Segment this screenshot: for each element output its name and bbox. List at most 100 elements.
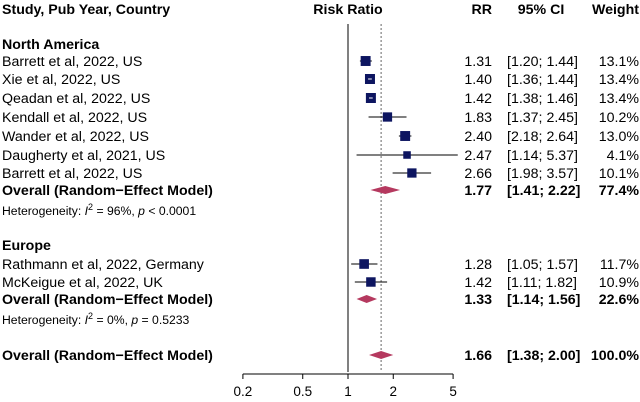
- weight-value: 13.1%: [599, 54, 640, 70]
- study-label: Kendall et al, 2022, US: [2, 110, 147, 126]
- overall-weight: 100.0%: [591, 348, 640, 364]
- header-risk-ratio: Risk Ratio: [313, 2, 383, 18]
- study-label: Qeadan et al, 2022, US: [2, 91, 150, 107]
- heterogeneity-symbol: I: [85, 204, 89, 218]
- header-weight: Weight: [592, 2, 639, 18]
- study-row: Daugherty et al, 2021, US 2.47 [1.14; 5.37…: [2, 148, 639, 164]
- study-label: Rathmann et al, 2022, Germany: [2, 257, 205, 273]
- rr-value: 1.83: [464, 110, 492, 126]
- rr-value: 2.40: [464, 129, 492, 145]
- heterogeneity-value: 0%: [107, 313, 125, 327]
- ci-value: [1.14; 5.37]: [507, 148, 578, 164]
- heterogeneity-symbol: ,: [125, 313, 132, 327]
- heterogeneity-text: Heterogeneity: I2 = 0%, p = 0.5233: [2, 311, 190, 327]
- study-row: Kendall et al, 2022, US 1.83 [1.37; 2.45] 1…: [2, 110, 639, 126]
- ci-value: [2.18; 2.64]: [507, 129, 578, 145]
- heterogeneity-symbol: p: [130, 313, 138, 327]
- study-label: McKeigue et al, 2022, UK: [2, 275, 163, 291]
- weight-value: 10.9%: [599, 275, 640, 291]
- heterogeneity-value: = 0.5233: [142, 313, 190, 327]
- overall-rr: 1.66: [464, 348, 492, 364]
- study-row: Barrett et al, 2022, US 2.66 [1.98; 3.57] 1…: [2, 166, 639, 182]
- study-label: Xie et al, 2022, US: [2, 72, 120, 88]
- overall-rr: 1.33: [464, 292, 492, 308]
- rr-value: 2.66: [464, 166, 492, 182]
- rr-value: 1.40: [464, 72, 492, 88]
- header-study: Study, Pub Year, Country: [2, 2, 170, 18]
- effect-square: [360, 56, 371, 66]
- pooled-diamond: [356, 295, 378, 303]
- tick-label: 0.5: [293, 384, 312, 399]
- study-label: Barrett et al, 2022, US: [2, 54, 142, 70]
- study-label: Wander et al, 2022, US: [2, 129, 149, 145]
- rr-value: 1.42: [464, 275, 492, 291]
- study-row: McKeigue et al, 2022, UK 1.42 [1.11; 1.82]…: [2, 275, 639, 291]
- ci-value: [1.38; 1.46]: [507, 91, 578, 107]
- rr-value: 1.42: [464, 91, 492, 107]
- heterogeneity-symbol: ,: [131, 204, 138, 218]
- pooled-diamond: [369, 351, 394, 359]
- overall-rr: 1.77: [464, 183, 492, 199]
- study-row: Rathmann et al, 2022, Germany 1.28 [1.05; …: [2, 257, 639, 273]
- reference-lines: [347, 24, 382, 372]
- weight-value: 13.0%: [599, 129, 640, 145]
- group-heading: Europe: [2, 238, 51, 254]
- pooled-diamond: [370, 186, 401, 194]
- overall-label: Overall (Random−Effect Model): [2, 183, 213, 199]
- overall-row: Overall (Random−Effect Model) 1.33 [1.14; …: [2, 292, 639, 308]
- tick-label: 5: [449, 384, 457, 399]
- column-headers: Study, Pub Year, Country Risk Ratio RR 9…: [2, 2, 639, 18]
- weight-value: 11.7%: [600, 257, 640, 273]
- effect-square: [359, 259, 369, 269]
- header-rr: RR: [472, 2, 493, 18]
- heterogeneity-symbol: =: [93, 204, 107, 218]
- heterogeneity-symbol: 2: [88, 202, 93, 212]
- ci-value: [1.05; 1.57]: [507, 257, 578, 273]
- overall-row: Overall (Random−Effect Model) 1.77 [1.41; …: [2, 183, 639, 199]
- ci-value: [1.20; 1.44]: [507, 54, 578, 70]
- study-row: Barrett et al, 2022, US 1.31 [1.20; 1.44] 1…: [2, 54, 639, 70]
- heterogeneity-symbol: I: [85, 313, 89, 327]
- study-label: Barrett et al, 2022, US: [2, 166, 142, 182]
- overall-label: Overall (Random−Effect Model): [2, 348, 213, 364]
- overall-weight: 22.6%: [599, 292, 640, 308]
- overall-ci: [1.41; 2.22]: [507, 183, 580, 199]
- header-ci: 95% CI: [518, 2, 565, 18]
- ci-value: [1.98; 3.57]: [507, 166, 578, 182]
- heterogeneity-value: Heterogeneity:: [2, 313, 85, 327]
- ci-value: [1.11; 1.82]: [507, 275, 577, 291]
- overall-ci: [1.38; 2.00]: [507, 348, 580, 364]
- tick-label: 1: [344, 384, 352, 399]
- rr-value: 1.28: [464, 257, 492, 273]
- heterogeneity-text: Heterogeneity: I2 = 96%, p < 0.0001: [2, 202, 196, 218]
- heterogeneity-symbol: 2: [88, 311, 93, 321]
- heterogeneity-symbol: p: [137, 204, 145, 218]
- rr-value: 1.31: [464, 54, 492, 70]
- overall-ci: [1.14; 1.56]: [507, 292, 580, 308]
- ci-value: [1.36; 1.44]: [507, 72, 578, 88]
- overall-weight: 77.4%: [599, 183, 640, 199]
- study-row: Xie et al, 2022, US 1.40 [1.36; 1.44] 13.4%: [2, 72, 639, 88]
- study-row: Qeadan et al, 2022, US 1.42 [1.38; 1.46] 13…: [2, 91, 639, 107]
- ci-value: [1.37; 2.45]: [507, 110, 578, 126]
- tick-label: 2: [390, 384, 398, 399]
- x-axis: 0.2 0.5 1 2 5: [234, 373, 457, 399]
- effect-square: [382, 112, 393, 122]
- heterogeneity-value: 96%: [107, 204, 132, 218]
- group-heading: North America: [2, 37, 99, 53]
- study-row: Wander et al, 2022, US 2.40 [2.18; 2.64] 13…: [2, 129, 639, 145]
- effect-square: [400, 131, 411, 141]
- weight-value: 13.4%: [599, 72, 640, 88]
- weight-value: 4.1%: [607, 148, 640, 164]
- heterogeneity-symbol: =: [93, 313, 107, 327]
- overall-label: Overall (Random−Effect Model): [2, 292, 213, 308]
- weight-value: 10.1%: [599, 166, 640, 182]
- effect-square: [407, 168, 417, 178]
- heterogeneity-value: Heterogeneity:: [2, 204, 85, 218]
- effect-square: [403, 151, 411, 159]
- rr-value: 2.47: [464, 148, 492, 164]
- heterogeneity-value: < 0.0001: [148, 204, 196, 218]
- weight-value: 13.4%: [599, 91, 640, 107]
